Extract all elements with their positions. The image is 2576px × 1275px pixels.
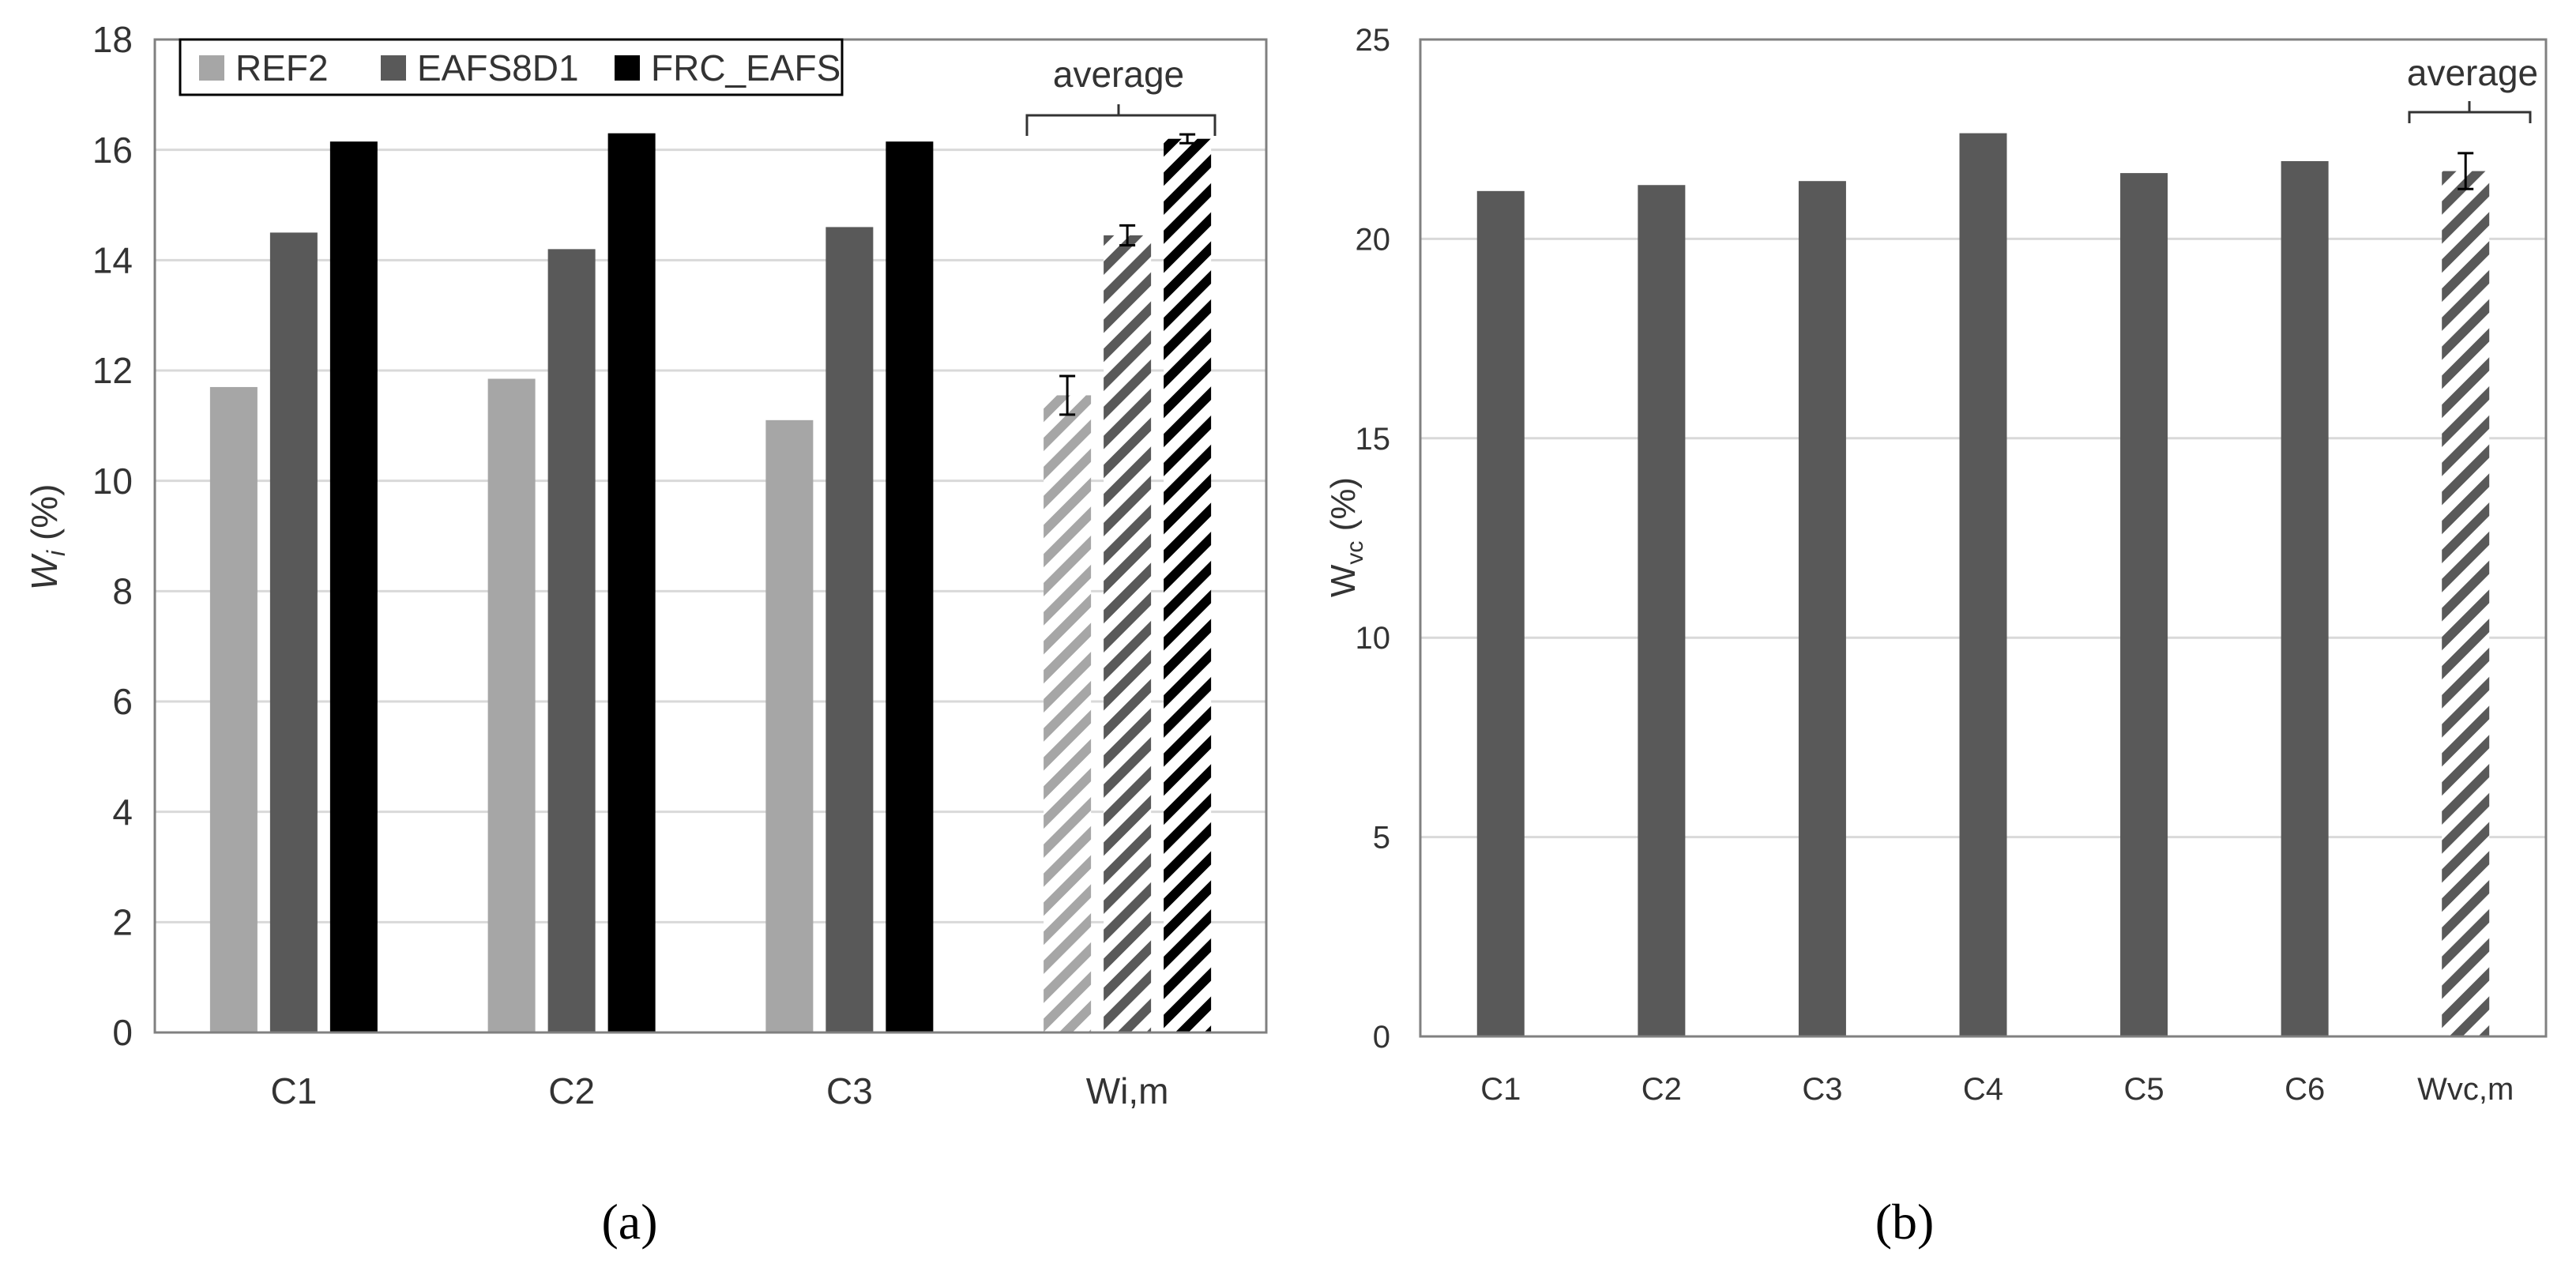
y-tick-label: 8	[112, 570, 133, 611]
y-tick-label: 4	[112, 792, 133, 833]
y-label-sub-b: vc	[1342, 541, 1368, 565]
y-tick-label: 20	[1356, 222, 1391, 257]
bars-b	[1476, 133, 2490, 1037]
bar-ref2-wi-m	[1044, 395, 1092, 1032]
x-tick-label: C1	[270, 1070, 317, 1111]
legend-a: REF2 EAFS8D1 FRC_EAFS	[179, 38, 844, 96]
average-annotation-a: average	[1025, 54, 1217, 136]
bar-frc-eafs-c2	[607, 133, 656, 1032]
average-label-a: average	[1053, 54, 1184, 95]
x-tick-label: C3	[1802, 1072, 1842, 1107]
bar-eafs8d1-c5	[2120, 173, 2168, 1036]
legend-swatch-frc-eafs	[615, 55, 640, 81]
chart-b: 0 5 10 15 20 25 C1 C2 C3 C4 C5 C6 Wvc,m Wvc (%) ave…	[1324, 23, 2548, 1250]
bar-eafs8d1-c2	[1638, 185, 1686, 1037]
error-bar-frc-eafs	[1179, 133, 1196, 145]
y-axis-label-b: Wvc (%)	[1324, 477, 1368, 597]
x-tick-labels-a: C1 C2 C3 Wi,m	[270, 1070, 1168, 1111]
average-bracket-b	[2408, 101, 2532, 123]
y-axis-label-a: Wi (%)	[24, 484, 70, 591]
bar-eafs8d1-wvc-m	[2442, 171, 2490, 1037]
y-tick-label: 6	[112, 681, 133, 722]
x-tick-label: C2	[548, 1070, 595, 1111]
bar-eafs8d1-c2	[547, 249, 596, 1032]
legend-swatch-eafs8d1	[381, 55, 406, 81]
bar-frc-eafs-c3	[886, 141, 934, 1033]
y-tick-label: 10	[1356, 621, 1391, 656]
y-tick-label: 0	[112, 1012, 133, 1053]
y-tick-label: 16	[92, 130, 133, 171]
bar-eafs8d1-wi-m	[1104, 235, 1152, 1032]
bar-frc-eafs-c1	[329, 141, 378, 1033]
bar-ref2-c2	[487, 378, 536, 1033]
y-tick-label: 14	[92, 239, 133, 280]
bar-ref2-c1	[209, 386, 258, 1032]
x-tick-label: C6	[2285, 1072, 2325, 1107]
y-label-main-b: W	[1324, 564, 1363, 597]
x-tick-labels-b: C1 C2 C3 C4 C5 C6 Wvc,m	[1480, 1072, 2514, 1107]
x-tick-label: Wi,m	[1086, 1070, 1169, 1111]
panel-label-a: (a)	[601, 1194, 657, 1250]
y-tick-labels-a: 0 2 4 6 8 10 12 14 16 18	[92, 19, 133, 1053]
bar-eafs8d1-c4	[1959, 133, 2007, 1036]
plot-frame-b	[1419, 38, 2548, 1038]
y-tick-label: 18	[92, 19, 133, 60]
legend-swatch-ref2	[199, 55, 224, 81]
average-bracket-a	[1025, 104, 1217, 136]
average-label-b: average	[2407, 52, 2538, 93]
y-tick-labels-b: 0 5 10 15 20 25	[1356, 23, 1391, 1055]
error-bar-ref2	[1059, 374, 1076, 416]
bar-eafs8d1-c1	[1476, 190, 1525, 1037]
x-tick-label: C4	[1963, 1072, 2003, 1107]
y-tick-label: 10	[92, 461, 133, 502]
y-tick-label: 2	[112, 901, 133, 942]
bar-eafs8d1-c3	[825, 227, 874, 1032]
plot-frame-a	[153, 38, 1268, 1034]
y-tick-label: 15	[1356, 422, 1391, 457]
error-bar-eafs8d1	[2458, 152, 2474, 190]
legend-box	[179, 38, 844, 96]
bar-eafs8d1-c6	[2281, 160, 2329, 1037]
y-label-unit-b: (%)	[1324, 477, 1363, 541]
x-tick-label: C2	[1641, 1072, 1682, 1107]
x-tick-label: C1	[1480, 1072, 1521, 1107]
bar-eafs8d1-c1	[269, 232, 318, 1033]
average-annotation-b: average	[2407, 52, 2538, 123]
y-tick-label: 25	[1356, 23, 1391, 58]
y-tick-label: 5	[1373, 821, 1390, 856]
y-label-sub-a: i	[42, 550, 70, 556]
chart-a: 0 2 4 6 8 10 12 14 16 18 C1 C2 C3 Wi,m Wi (%) REF2 E…	[24, 19, 1268, 1250]
y-label-unit-a: (%)	[24, 484, 65, 551]
legend-label-frc-eafs: FRC_EAFS	[651, 47, 840, 88]
y-tick-label: 12	[92, 350, 133, 391]
y-tick-label: 0	[1373, 1020, 1390, 1055]
x-tick-label: Wvc,m	[2417, 1072, 2514, 1107]
bars-a	[209, 133, 1212, 1033]
bar-frc-eafs-wi-m	[1164, 138, 1212, 1033]
bar-ref2-c3	[765, 419, 814, 1032]
legend-label-eafs8d1: EAFS8D1	[417, 47, 579, 88]
error-bar-eafs8d1	[1119, 224, 1136, 246]
legend-label-ref2: REF2	[235, 47, 329, 88]
bar-eafs8d1-c3	[1798, 181, 1846, 1037]
gridlines-a	[155, 149, 1266, 923]
x-tick-label: C5	[2124, 1072, 2164, 1107]
x-tick-label: C3	[826, 1070, 873, 1111]
y-label-main-a: W	[24, 552, 65, 590]
panel-label-b: (b)	[1875, 1194, 1935, 1250]
